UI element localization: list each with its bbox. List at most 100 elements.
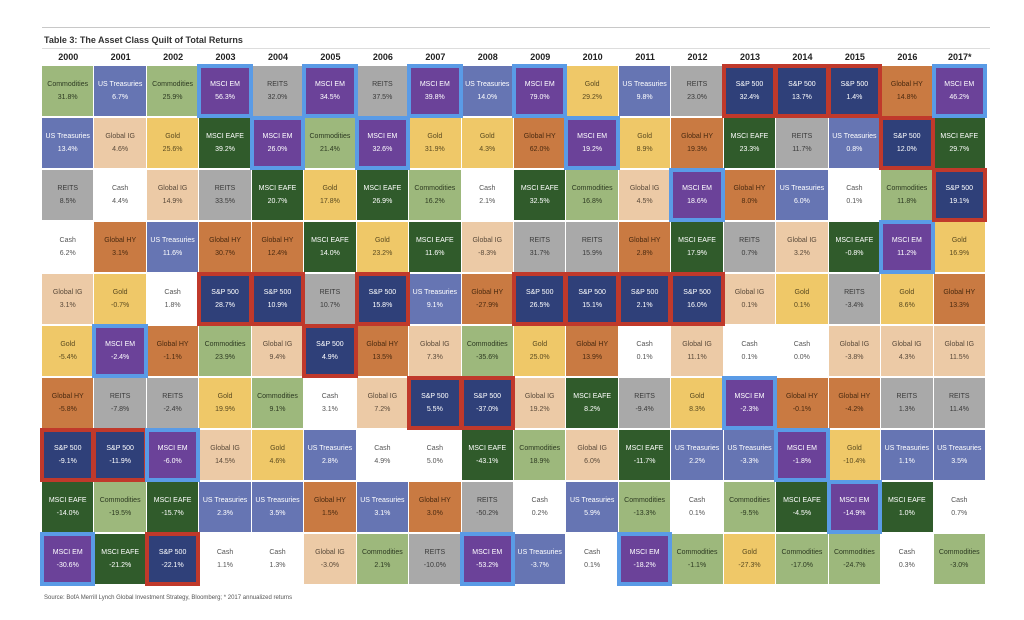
quilt-cell: REITS 0.7% [723,222,776,272]
quilt-cell: MSCI EM 26.0% [249,116,306,170]
quilt-cell: Cash 5.0% [409,430,461,480]
return-value: 26.5% [529,301,550,309]
return-value: 1.3% [269,561,286,569]
quilt-cell: MSCI EAFE 11.6% [409,222,461,272]
return-value: -9.4% [635,405,654,413]
asset-label: Cash [951,497,968,505]
return-value: -24.7% [843,561,866,569]
return-value: -11.9% [109,457,131,465]
return-value: 0.7% [741,249,758,257]
asset-label: MSCI EM [786,445,817,453]
quilt-cell: Global IG 4.6% [94,118,146,168]
quilt-cell: Cash 0.2% [513,482,566,532]
return-value: 79.0% [529,93,550,101]
quilt-cell: REITS -9.4% [618,378,671,428]
year-header: 2008 [477,52,498,62]
asset-label: Cash [636,341,653,349]
return-value: 6.0% [793,197,810,205]
return-value: 6.2% [59,249,76,257]
asset-label: MSCI EAFE [101,549,140,557]
quilt-cell: REITS 23.0% [671,66,723,116]
asset-label: Global IG [420,341,450,349]
return-value: 25.6% [162,145,183,153]
return-value: 11.6% [162,249,183,257]
return-value: 34.5% [320,93,340,101]
return-value: 0.0% [793,353,810,361]
return-value: -3.0% [320,561,340,569]
asset-label: S&P 500 [473,393,502,401]
return-value: -2.3% [740,405,759,413]
quilt-cell: Global IG 3.1% [42,274,94,324]
return-value: 0.3% [898,561,915,569]
asset-label: Cash [583,549,601,557]
quilt-cell: Global HY 30.7% [199,222,251,272]
asset-label: MSCI EM [839,497,870,505]
year-column: 2000 Commodities 31.8% US Treasuries 13.4% RE… [39,52,96,586]
quilt-cell: REITS -7.8% [94,378,146,428]
quilt-cell: MSCI EM -53.2% [459,532,516,586]
return-value: -3.7% [530,561,549,569]
quilt-cell: REITS 10.7% [304,274,356,324]
asset-label: S&P 500 [525,289,554,297]
asset-label: Global IG [734,289,765,297]
return-value: -8.3% [478,249,497,257]
quilt-cell: REITS 32.0% [251,66,304,116]
return-value: 1.8% [164,301,181,309]
asset-label: MSCI EAFE [887,497,926,505]
return-value: -3.4% [845,301,864,309]
asset-label: MSCI EAFE [835,237,874,245]
return-value: 3.5% [269,509,286,517]
quilt-cell: Global IG 4.3% [881,326,933,376]
asset-label: MSCI EM [734,393,765,401]
return-value: 8.5% [59,197,76,205]
asset-label: Global HY [943,289,976,297]
return-value: -4.2% [845,405,864,413]
asset-label: US Treasuries [307,445,353,453]
quilt-cell: Gold 23.2% [356,222,409,272]
return-value: -5.8% [58,405,77,413]
return-value: 5.9% [584,509,601,517]
top-rule [42,27,990,28]
asset-label: Commodities [938,549,980,557]
quilt-cell: US Treasuries 0.8% [828,118,881,168]
asset-label: Global HY [418,497,451,505]
return-value: 16.0% [687,301,707,309]
quilt-cell: REITS 33.5% [199,170,251,220]
asset-label: MSCI EAFE [48,497,87,505]
asset-label: Gold [374,237,390,245]
quilt-cell: Commodities 9.1% [251,378,304,428]
return-value: 11.8% [897,197,917,205]
quilt-cell: MSCI EM 39.8% [407,64,463,118]
return-value: -37.0% [476,405,499,413]
return-value: 7.2% [374,405,391,413]
asset-label: Cash [846,185,863,193]
asset-label: REITS [948,393,970,401]
year-header: 2010 [582,52,603,62]
asset-label: Gold [637,133,652,141]
quilt-cell: Global HY 8.0% [723,170,776,220]
asset-label: Commodities [152,81,194,89]
asset-label: Global HY [471,289,504,297]
asset-label: Gold [165,133,180,141]
quilt-cell: Cash 0.1% [723,326,776,376]
return-value: 25.9% [162,93,183,101]
quilt-cell: MSCI EAFE 29.7% [933,118,985,168]
asset-label: Global HY [313,497,346,505]
quilt-cell: REITS 1.3% [881,378,933,428]
return-value: 0.8% [846,145,863,153]
return-value: 3.1% [321,405,338,413]
return-value: 17.9% [687,249,707,257]
year-column: 2007 MSCI EM 39.8% Gold 31.9% Commodities 16.2… [407,52,463,586]
asset-label: US Treasuries [779,185,825,193]
quilt-cell: MSCI EAFE 26.9% [356,170,409,220]
quilt-cell: Global HY -27.9% [461,274,513,324]
asset-label: REITS [57,185,79,193]
quilt-cell: REITS -50.2% [461,482,513,532]
asset-label: Global HY [576,341,609,349]
asset-label: Commodities [257,393,298,401]
quilt-cell: MSCI EM -18.2% [616,532,673,586]
asset-label: Cash [321,393,339,401]
return-value: -1.1% [163,353,182,361]
year-header: 2011 [635,52,655,62]
return-value: 13.9% [582,353,603,361]
